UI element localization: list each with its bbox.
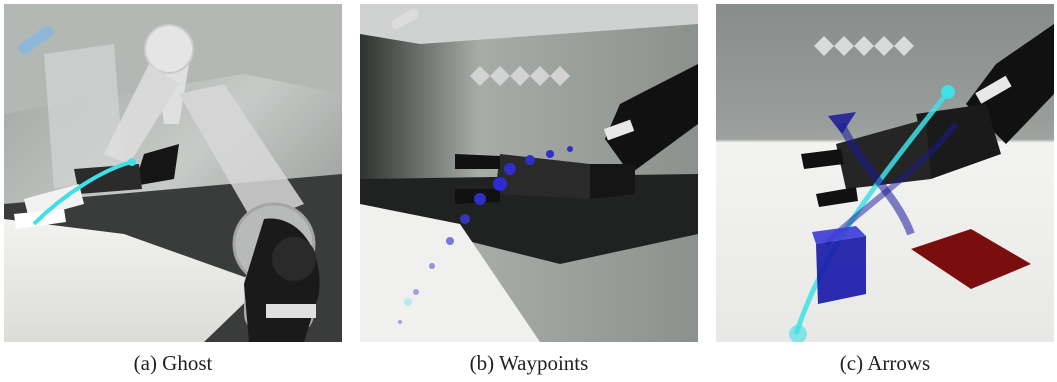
progress-diamonds — [470, 66, 570, 86]
waypoint — [525, 155, 535, 165]
progress-diamond — [894, 36, 914, 56]
ceiling-light — [18, 25, 54, 55]
target-pad — [911, 229, 1031, 289]
progress-diamond — [550, 66, 570, 86]
waypoint — [460, 214, 470, 224]
caption-waypoints: (b) Waypoints — [469, 351, 589, 375]
caption-arrows: (c) Arrows — [839, 351, 931, 375]
arrow-blue — [837, 122, 915, 236]
waypoint — [446, 237, 454, 245]
arrow-head-cyan — [941, 85, 955, 99]
ceiling — [360, 4, 698, 44]
robot-arm — [455, 64, 698, 204]
waypoint — [398, 320, 402, 324]
arrows-scene-image — [716, 4, 1054, 342]
waypoint — [429, 263, 435, 269]
progress-diamond — [854, 36, 874, 56]
progress-diamonds — [814, 36, 914, 56]
waypoint-markers — [398, 146, 573, 324]
robot-arm — [134, 144, 320, 342]
panel-ghost — [4, 4, 342, 342]
waypoint — [567, 146, 573, 152]
robot-arm — [801, 24, 1054, 207]
waypoint — [504, 163, 516, 175]
ghost-trajectory — [32, 160, 133, 226]
target-cube — [816, 236, 866, 304]
caption-ghost: (a) Ghost — [133, 351, 213, 375]
progress-diamond — [530, 66, 550, 86]
table-surface — [4, 219, 264, 342]
waypoints-scene-image — [360, 4, 698, 342]
waypoint — [546, 150, 554, 158]
progress-diamond — [814, 36, 834, 56]
ghost-scene-image — [4, 4, 342, 342]
progress-diamond — [470, 66, 490, 86]
ceiling-light — [391, 9, 419, 29]
panel-arrows — [716, 4, 1054, 342]
arrow-tail-cyan — [789, 325, 807, 342]
progress-diamond — [490, 66, 510, 86]
waypoint — [493, 177, 507, 191]
trajectory-endpoint — [128, 158, 136, 166]
progress-diamond — [510, 66, 530, 86]
waypoint — [404, 298, 412, 306]
panel-waypoints — [360, 4, 698, 342]
table-surface — [360, 204, 540, 342]
wall-panel — [44, 44, 124, 189]
trajectory-arrows — [789, 85, 959, 342]
progress-diamond — [834, 36, 854, 56]
target-cube-top — [812, 226, 866, 244]
arrow-head-blue — [828, 112, 856, 134]
waypoint — [413, 289, 419, 295]
waypoint — [474, 193, 486, 205]
progress-diamond — [874, 36, 894, 56]
floor-shadow — [360, 174, 698, 264]
